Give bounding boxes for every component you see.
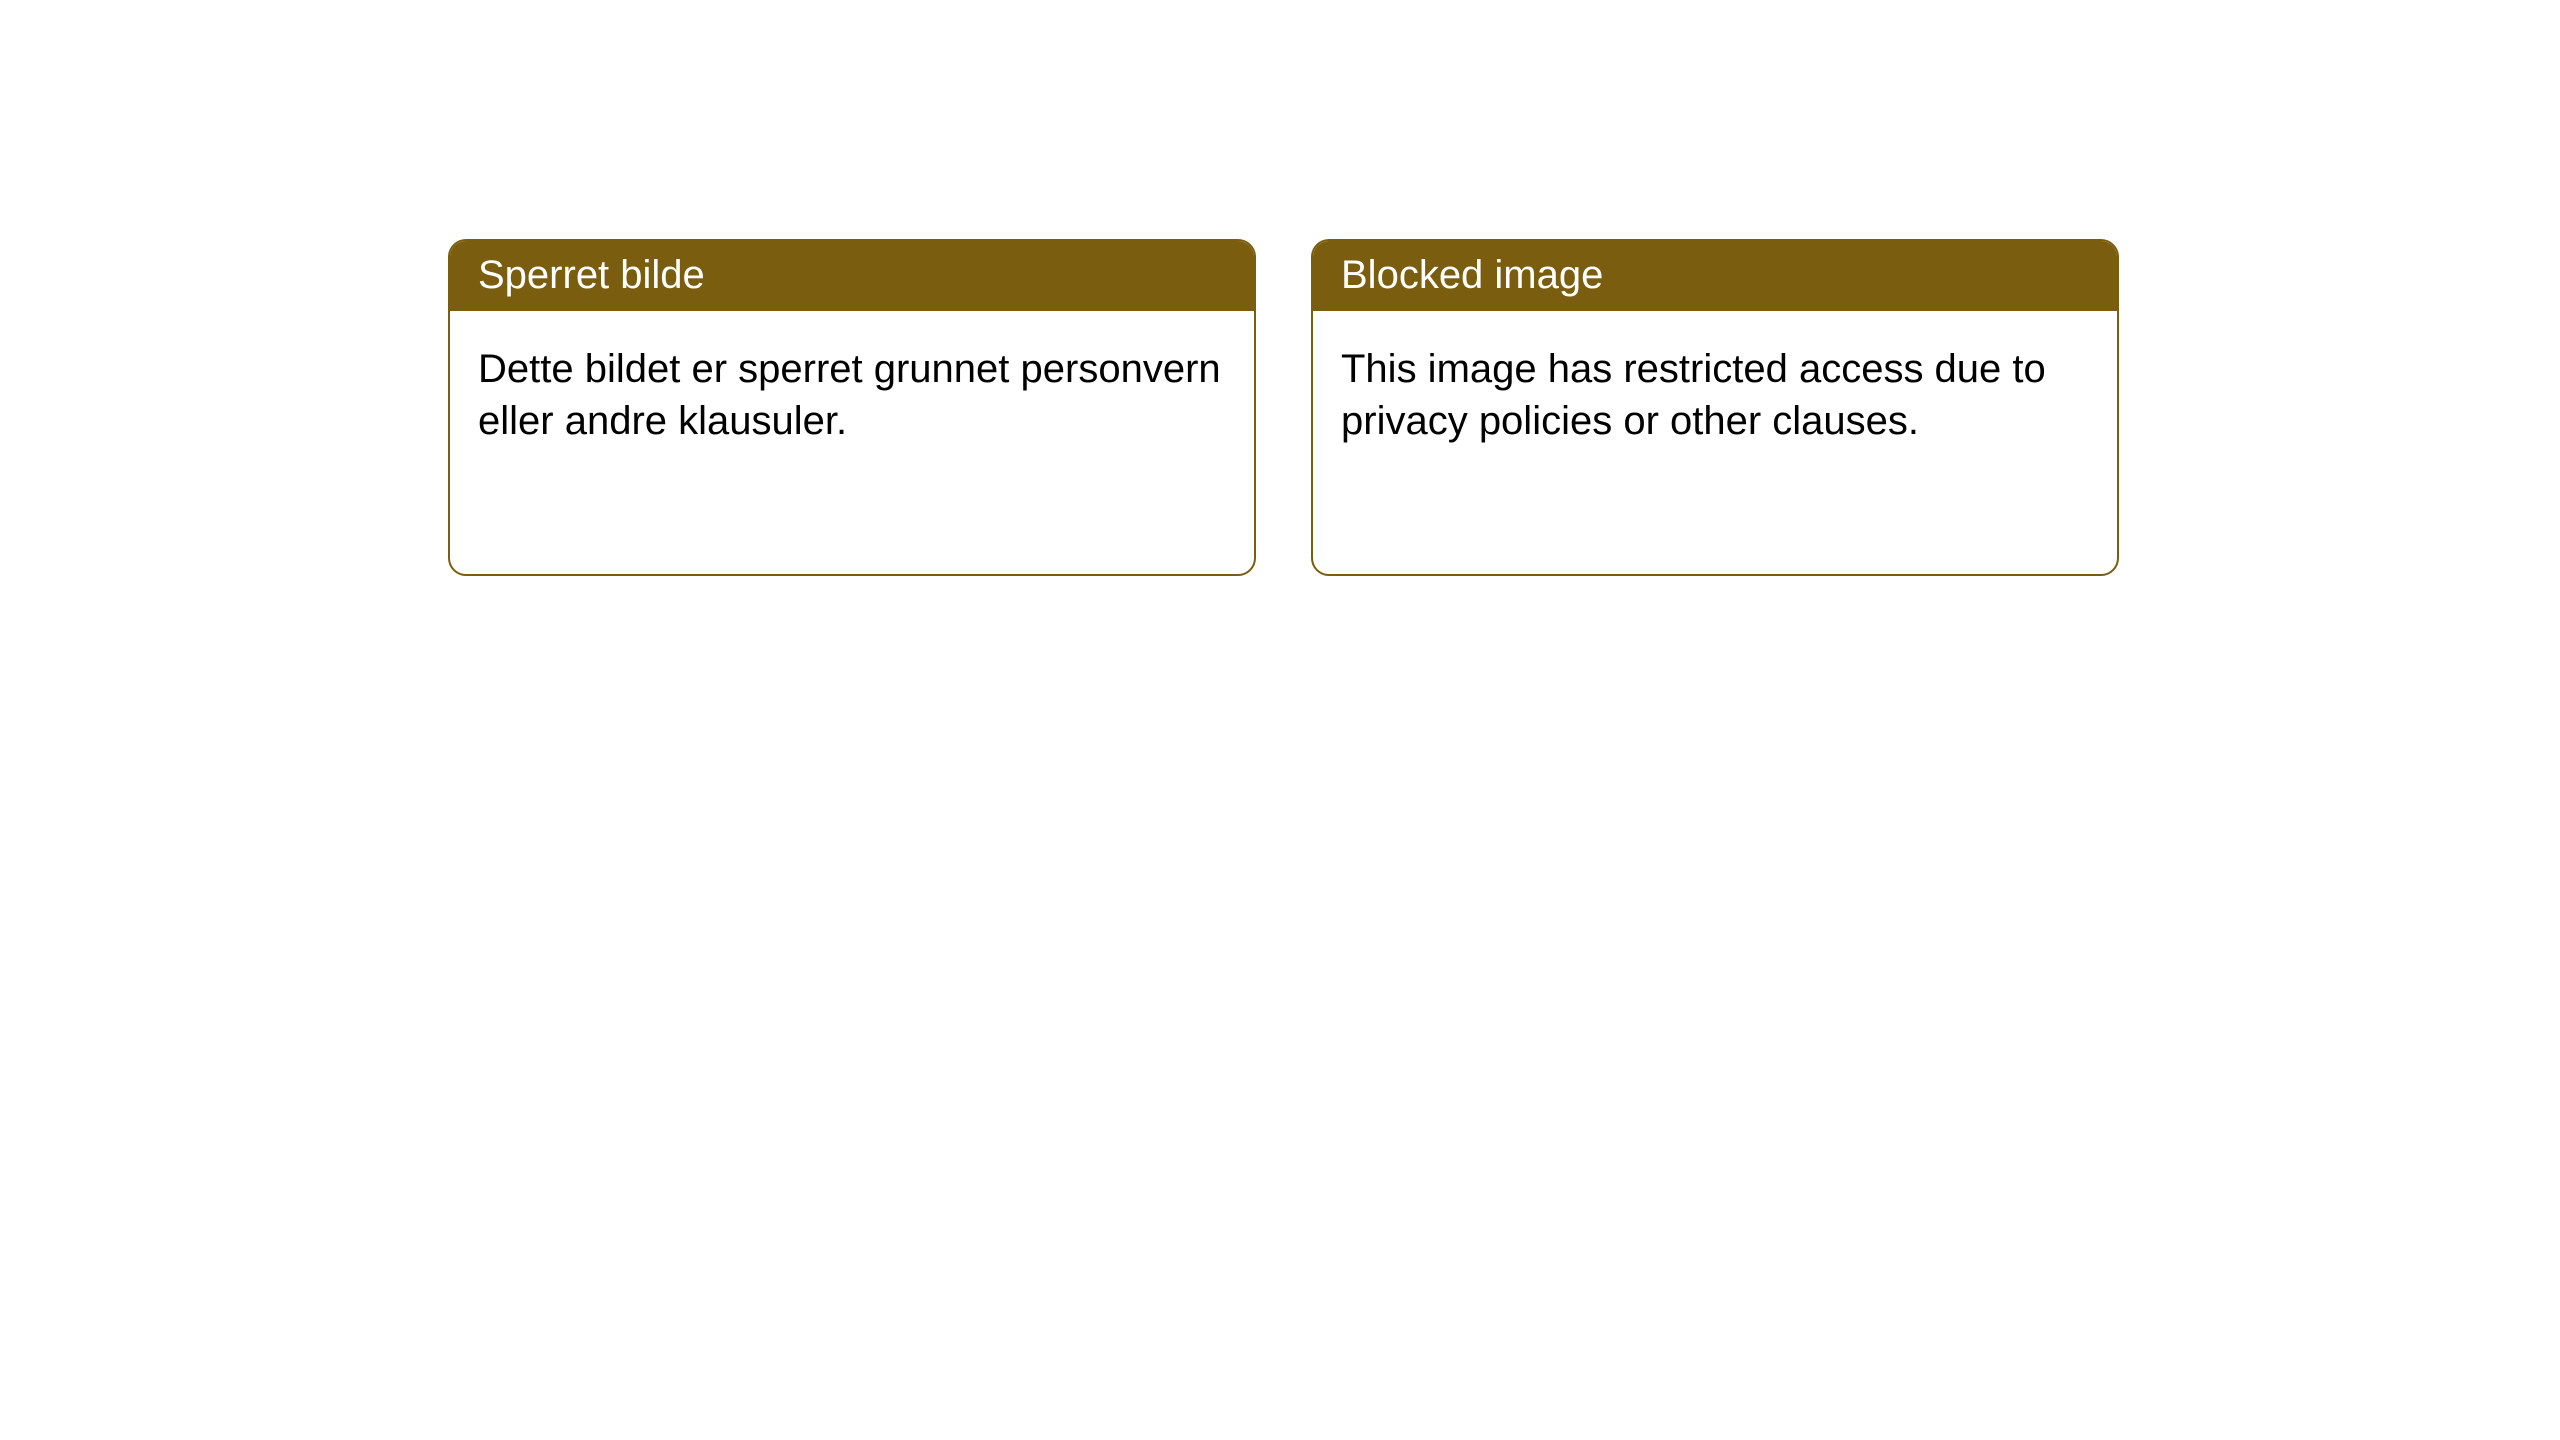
notice-body: This image has restricted access due to … — [1313, 311, 2117, 479]
notice-card-english: Blocked image This image has restricted … — [1311, 239, 2119, 576]
notice-body: Dette bildet er sperret grunnet personve… — [450, 311, 1254, 479]
notice-container: Sperret bilde Dette bildet er sperret gr… — [0, 0, 2560, 576]
notice-card-norwegian: Sperret bilde Dette bildet er sperret gr… — [448, 239, 1256, 576]
notice-header: Blocked image — [1313, 241, 2117, 311]
notice-header: Sperret bilde — [450, 241, 1254, 311]
